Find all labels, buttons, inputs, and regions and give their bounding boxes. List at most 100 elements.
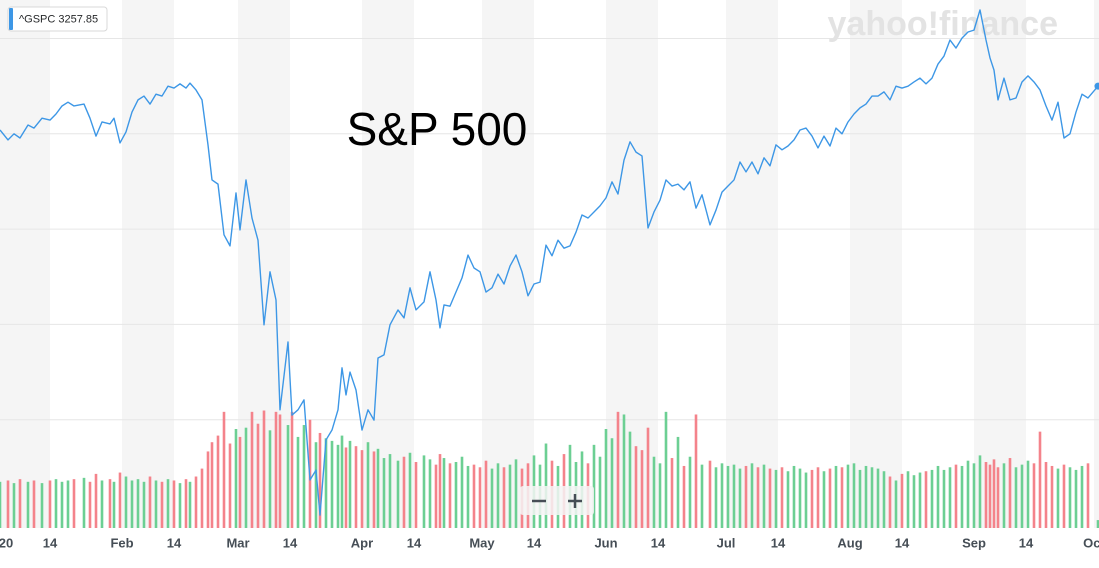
volume-bar: [48, 480, 52, 528]
volume-bar: [786, 471, 790, 528]
volume-bar: [954, 464, 958, 528]
volume-bar: [250, 411, 254, 528]
x-tick-label: 14: [407, 535, 422, 550]
volume-bar: [422, 455, 426, 528]
chart-title: S&P 500: [347, 103, 528, 155]
volume-bar: [318, 432, 322, 528]
volume-bar: [402, 456, 406, 528]
volume-bar: [130, 480, 134, 528]
volume-bar: [376, 448, 380, 528]
volume-bar: [942, 469, 946, 528]
volume-bar: [200, 468, 204, 528]
volume-bar: [598, 456, 602, 528]
volume-bar: [1062, 464, 1066, 528]
volume-bar: [682, 465, 686, 528]
volume-bar: [118, 472, 122, 528]
x-tick-label: Sep: [962, 535, 986, 550]
volume-bar: [286, 425, 290, 528]
volume-bar: [228, 443, 232, 528]
volume-bar: [1096, 520, 1099, 528]
x-tick-label: Mar: [226, 535, 249, 550]
volume-bar: [664, 411, 668, 528]
volume-bar: [930, 469, 934, 528]
volume-bar: [604, 429, 608, 528]
volume-bar: [822, 471, 826, 528]
volume-bar: [996, 467, 1000, 528]
volume-bar: [206, 451, 210, 528]
volume-bar: [454, 462, 458, 528]
x-tick-label: 14: [1019, 535, 1034, 550]
volume-bar: [434, 464, 438, 528]
volume-bar: [100, 480, 104, 528]
volume-bar: [834, 465, 838, 528]
x-tick-label: 14: [283, 535, 298, 550]
volume-bar: [720, 463, 724, 528]
volume-bar: [1050, 465, 1054, 528]
band: [482, 0, 534, 528]
x-tick-label: May: [469, 535, 495, 550]
volume-bar: [178, 483, 182, 528]
volume-bar: [88, 481, 92, 528]
volume-bar: [858, 469, 862, 528]
legend-box: [7, 6, 108, 32]
plot: [0, 9, 1099, 516]
band: [974, 0, 1026, 528]
volume-bar: [1086, 463, 1090, 528]
volume-bar: [774, 469, 778, 528]
volume-bar: [472, 464, 476, 528]
volume-bar: [798, 468, 802, 528]
x-tick-label: Jul: [717, 535, 736, 550]
zoom-out-button[interactable]: [524, 489, 554, 512]
grid: [0, 38, 1099, 421]
band: [362, 0, 414, 528]
volume-bar: [112, 481, 116, 528]
x-tick-label: Oct: [1083, 535, 1099, 550]
volume-bar: [360, 450, 364, 528]
volume-bar: [900, 473, 904, 528]
volume-bar: [780, 467, 784, 528]
volume-bar: [136, 479, 140, 528]
volume-bar: [60, 481, 64, 528]
band: [606, 0, 658, 528]
volume-bar: [1038, 431, 1042, 528]
volume-bar: [1020, 464, 1024, 528]
volume-bar: [148, 476, 152, 528]
volume-bar: [936, 465, 940, 528]
x-tick-label: Feb: [110, 535, 133, 550]
volume-bar: [0, 481, 2, 528]
volume-bar: [906, 471, 910, 528]
volume-bar: [544, 443, 548, 528]
volume-bar: [18, 479, 22, 528]
volume-bar: [864, 465, 868, 528]
volume-bar: [94, 473, 98, 528]
x-tick-label: 14: [651, 535, 666, 550]
volume-bar: [32, 480, 36, 528]
volume-bar: [628, 431, 632, 528]
volume-bar: [888, 476, 892, 528]
volume-bar: [396, 460, 400, 528]
volume-bar: [852, 463, 856, 528]
volume-bar: [912, 475, 916, 528]
volume-bar: [792, 465, 796, 528]
band: [122, 0, 174, 528]
volume-bar: [732, 464, 736, 528]
volume-bar: [828, 468, 832, 528]
volume-bar: [750, 463, 754, 528]
legend-swatch: [9, 8, 13, 30]
volume-bar: [330, 440, 334, 528]
volume-bar: [256, 423, 260, 528]
volume-bar: [768, 468, 772, 528]
volume-bar: [988, 464, 992, 528]
volume-bar: [344, 447, 348, 528]
volume-bar: [210, 442, 214, 528]
volume-bar: [984, 462, 988, 528]
volume-bar: [756, 467, 760, 528]
volume-bar: [804, 472, 808, 528]
volume-bar: [274, 411, 278, 528]
volume-bar: [336, 444, 340, 528]
volume-bar: [622, 414, 626, 528]
zoom-in-button[interactable]: [560, 489, 590, 512]
volume-bar: [1074, 469, 1078, 528]
